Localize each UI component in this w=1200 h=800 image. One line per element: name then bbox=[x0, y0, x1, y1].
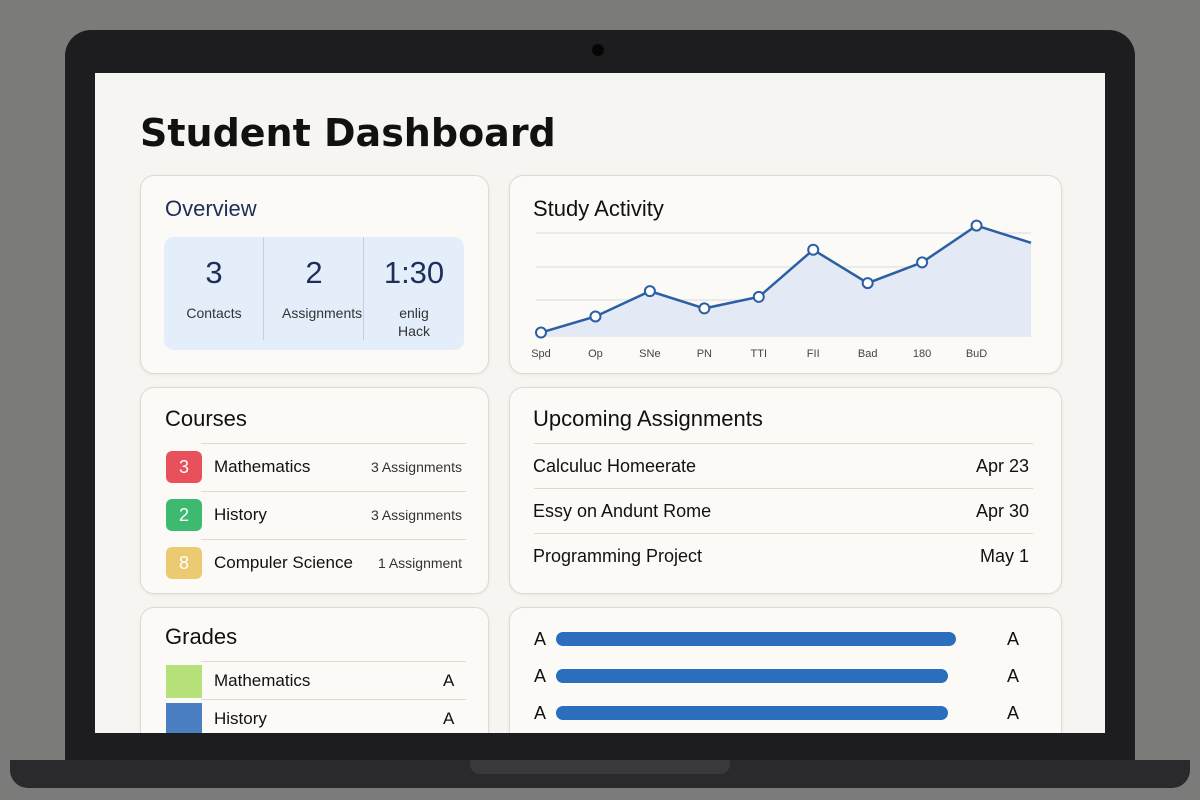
point bbox=[916, 256, 929, 269]
separator bbox=[534, 488, 1033, 489]
grade-letter: A bbox=[443, 709, 455, 728]
course-name: Mathematics bbox=[214, 457, 311, 476]
card-title: Upcoming Assignments bbox=[533, 406, 763, 431]
card-title: Grades bbox=[165, 624, 238, 649]
x-tick-label: PN bbox=[697, 348, 712, 360]
x-tick-label: TTI bbox=[751, 348, 768, 360]
screen: Student Dashboard Overview 3 Contacts 2 Ass… bbox=[95, 73, 1105, 733]
course-badge: 8 bbox=[166, 547, 202, 579]
divider bbox=[363, 237, 364, 340]
x-tick-label: Op bbox=[588, 348, 603, 360]
course-count: 3 Assignments bbox=[370, 507, 462, 523]
laptop-notch bbox=[470, 760, 730, 774]
point bbox=[752, 290, 765, 303]
assignment-date: May 1 bbox=[979, 546, 1029, 566]
area bbox=[541, 225, 1031, 336]
grade-course: History bbox=[214, 709, 267, 728]
course-name: History bbox=[214, 505, 267, 524]
point bbox=[807, 243, 820, 256]
point bbox=[970, 219, 983, 232]
x-tick-label: 180 bbox=[913, 348, 931, 360]
divider bbox=[263, 237, 264, 340]
x-tick-label: Spd bbox=[531, 348, 551, 360]
point bbox=[535, 326, 547, 339]
course-count: 3 Assignments bbox=[370, 459, 462, 475]
progress-chart: A AA AA A bbox=[534, 629, 1019, 723]
separator bbox=[534, 443, 1033, 444]
bar-right-label: A bbox=[1007, 666, 1019, 686]
course-badge: 2 bbox=[166, 499, 202, 531]
activity-chart: Spd Op SNe PN TTI FII Bad 180 BuD bbox=[531, 219, 1032, 360]
camera bbox=[592, 44, 604, 56]
course-name: Compuler Science bbox=[214, 553, 353, 572]
assignment-name: Essy on Andunt Rome bbox=[533, 501, 712, 521]
separator bbox=[201, 443, 466, 444]
grade-course: Mathematics bbox=[214, 671, 311, 690]
assignment-date: Apr 30 bbox=[975, 501, 1029, 521]
stats-panel: 3 Contacts 2 Assignments 1:30 enlig Hack bbox=[164, 237, 464, 350]
assignment-name: Calculuc Homeerate bbox=[533, 456, 697, 476]
separator bbox=[201, 661, 466, 662]
stat-value: 3 bbox=[205, 255, 223, 290]
stat-value: 2 bbox=[305, 255, 323, 290]
course-count: 1 Assignment bbox=[377, 555, 462, 571]
stat-label: Assignments bbox=[282, 305, 363, 321]
bar bbox=[556, 669, 948, 683]
point bbox=[861, 277, 874, 290]
course-badge: 3 bbox=[166, 451, 202, 483]
bar bbox=[556, 632, 956, 646]
x-tick-label: SNe bbox=[639, 348, 660, 360]
assignment-name: Programming Project bbox=[533, 546, 703, 566]
bar-right-label: A bbox=[1007, 703, 1019, 723]
x-tick-label: FII bbox=[807, 348, 820, 360]
card-title: Overview bbox=[165, 196, 257, 221]
assignment-date: Apr 23 bbox=[975, 456, 1029, 476]
grade-swatch bbox=[166, 703, 202, 733]
stat-label: enlig Hack bbox=[398, 305, 430, 339]
point bbox=[698, 302, 711, 315]
stat-label: Contacts bbox=[186, 305, 242, 321]
point bbox=[589, 310, 602, 323]
grade-swatch bbox=[166, 665, 202, 698]
card-title: Courses bbox=[165, 406, 247, 431]
upcoming-card: Upcoming Assignments Calculuc Homeerate A… bbox=[509, 387, 1062, 594]
separator bbox=[201, 491, 466, 492]
stat-value: 1:30 bbox=[383, 255, 445, 290]
bar-label: A bbox=[534, 703, 546, 723]
bar-label: A bbox=[534, 666, 546, 686]
bar-right-label: A bbox=[1007, 629, 1019, 649]
separator bbox=[201, 699, 466, 700]
separator bbox=[534, 533, 1033, 534]
courses-card: Courses 3 Mathematics 3 Assignments 2 Histor… bbox=[140, 387, 489, 594]
card-title: Study Activity bbox=[533, 196, 664, 221]
separator bbox=[201, 539, 466, 540]
overview-card: Overview 3 Contacts 2 Assignments 1:30 enlig … bbox=[140, 175, 489, 374]
point bbox=[643, 285, 656, 298]
page-title: Student Dashboard bbox=[140, 111, 556, 155]
activity-card: Study Activity Spd Op SNe PN TTI FII Bad 180 BuD bbox=[509, 175, 1062, 374]
bar bbox=[556, 706, 948, 720]
x-tick-label: Bad bbox=[858, 348, 878, 360]
line bbox=[540, 224, 1032, 334]
bar-label: A bbox=[534, 629, 546, 649]
grades-card: Grades Mathematics A History A bbox=[140, 607, 489, 733]
grade-letter: A bbox=[443, 671, 455, 690]
x-tick-label: BuD bbox=[966, 348, 987, 360]
